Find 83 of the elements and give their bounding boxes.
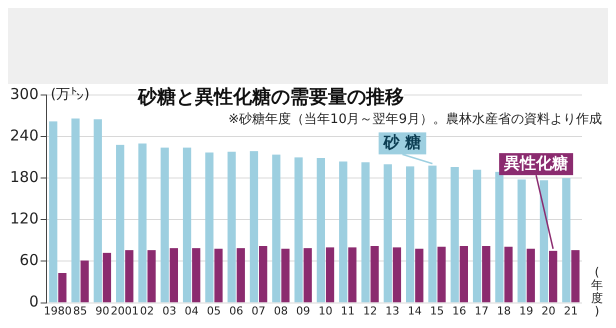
x-tick-label: 15 (430, 304, 444, 318)
bar (49, 121, 58, 302)
y-axis-title: (万㌧) (50, 86, 90, 103)
y-tick-label: 180 (10, 168, 39, 186)
y-tick-label: 240 (10, 126, 39, 144)
x-tick-label: 85 (73, 304, 88, 318)
x-tick-label: 2001 (110, 304, 139, 318)
bar (80, 260, 89, 302)
bar (116, 144, 124, 302)
x-tick-label: 90 (95, 304, 110, 318)
x-tick-label: 07 (252, 304, 266, 318)
bar (548, 250, 558, 302)
bar (316, 158, 326, 302)
bar (214, 248, 223, 302)
series-label: 砂 糖 (382, 132, 422, 152)
bar (304, 248, 312, 302)
x-tick-label: 19 (519, 304, 534, 318)
x-tick-label: 04 (184, 304, 199, 318)
bar (415, 248, 424, 302)
bar (147, 250, 156, 302)
x-tick-label: 08 (274, 304, 288, 318)
x-tick-label: 02 (140, 304, 154, 318)
bar (259, 246, 268, 302)
bar (205, 152, 214, 302)
bar (294, 157, 303, 302)
bar (182, 148, 192, 302)
x-tick-label: 10 (318, 304, 332, 318)
bar (94, 119, 102, 302)
bar (406, 166, 414, 302)
x-tick-label: 18 (496, 304, 511, 318)
bar (71, 118, 80, 302)
bar (437, 246, 446, 302)
bar (339, 161, 348, 302)
bar (370, 246, 379, 302)
x-tick-label: 09 (296, 304, 310, 318)
y-tick-label: 60 (20, 251, 39, 270)
bar (361, 162, 370, 302)
bar (58, 273, 66, 302)
bar (540, 180, 548, 302)
y-tick-label: 300 (10, 84, 39, 103)
bar (571, 250, 580, 302)
chart-title: 砂糖と異性化糖の需要量の推移 (138, 84, 404, 110)
x-tick-label: 11 (340, 304, 355, 318)
x-tick-label: 21 (564, 304, 578, 318)
bar (192, 248, 200, 302)
x-tick-label: 16 (452, 304, 466, 318)
bar (228, 152, 236, 302)
bar (236, 248, 245, 302)
x-tick-label: 06 (229, 304, 244, 318)
bar (482, 246, 490, 302)
x-tick-label: 14 (408, 304, 422, 318)
bar (170, 248, 178, 302)
bar (460, 246, 468, 302)
x-tick-label: 03 (162, 304, 176, 318)
bar (160, 148, 169, 302)
x-axis-title: (年度) (590, 265, 604, 318)
bar (392, 247, 402, 302)
y-tick-label: 120 (10, 210, 39, 228)
y-tick-label: 0 (29, 292, 39, 311)
x-tick-label: 1980 (44, 304, 72, 318)
x-tick-label: 12 (363, 304, 378, 318)
bar (495, 172, 504, 302)
bar (384, 164, 392, 302)
bar (281, 248, 290, 302)
bar (125, 250, 134, 302)
bar (450, 167, 459, 302)
text: 異性化糖 (503, 153, 568, 172)
x-tick-label: 13 (385, 304, 400, 318)
bar (250, 151, 258, 302)
bar (526, 248, 535, 302)
x-tick-label: 17 (474, 304, 489, 318)
bar (504, 246, 513, 302)
bar (348, 247, 356, 302)
bar (102, 252, 112, 302)
bar (562, 178, 570, 302)
bar (272, 154, 280, 302)
x-tick-label: 20 (542, 304, 556, 318)
bar (326, 247, 334, 302)
bar (138, 143, 147, 302)
bar (472, 170, 482, 302)
text: ※砂糖年度（当年10月～翌年9月）。農林水産省の資料より作成 (228, 110, 602, 128)
bar (518, 180, 526, 302)
x-tick-label: 05 (206, 304, 221, 318)
